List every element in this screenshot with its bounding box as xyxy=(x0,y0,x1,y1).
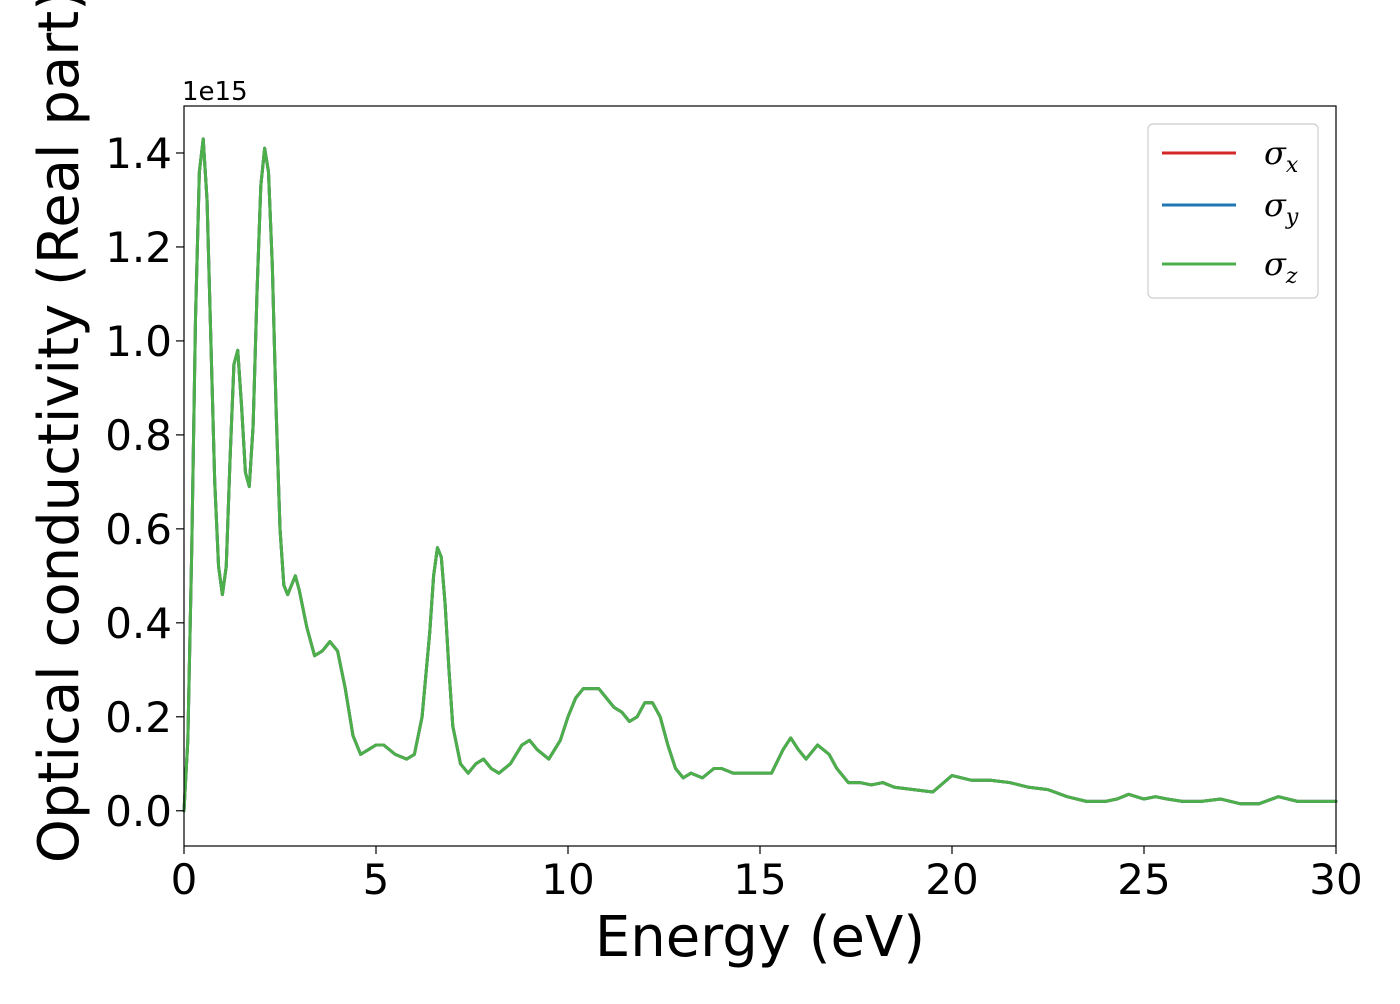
y-tick-label: 0.0 xyxy=(105,787,172,836)
y-tick-label: 1.2 xyxy=(105,223,172,272)
y-axis-title: Optical conductivity (Real part) xyxy=(27,0,92,863)
x-tick-label: 30 xyxy=(1309,855,1362,904)
x-tick-label: 10 xyxy=(541,855,594,904)
legend-symbol: σ xyxy=(1264,134,1287,172)
x-tick-label: 25 xyxy=(1117,855,1170,904)
legend-label: σy xyxy=(1264,186,1299,230)
x-tick-label: 0 xyxy=(171,855,198,904)
y-axis-offset-label: 1e15 xyxy=(182,77,248,107)
legend-box xyxy=(1147,123,1319,299)
legend-subscript: z xyxy=(1285,264,1298,289)
y-tick-label: 0.2 xyxy=(105,693,172,742)
x-axis-title: Energy (eV) xyxy=(595,905,925,970)
y-tick-label: 1.4 xyxy=(105,129,172,178)
legend-label: σx xyxy=(1264,134,1299,178)
y-tick-label: 0.4 xyxy=(105,599,172,648)
legend-symbol: σ xyxy=(1264,186,1287,224)
x-axis-ticks: 0 5 10 15 20 25 30 xyxy=(171,846,1363,904)
series-line-2 xyxy=(182,137,1338,813)
legend-symbol: σ xyxy=(1264,245,1287,283)
legend-subscript: y xyxy=(1285,205,1299,230)
x-tick-label: 15 xyxy=(733,855,786,904)
y-tick-label: 0.8 xyxy=(105,411,172,460)
x-tick-label: 20 xyxy=(925,855,978,904)
plot-lines xyxy=(182,137,1338,813)
legend-label: σz xyxy=(1264,245,1298,289)
y-tick-label: 0.6 xyxy=(105,505,172,554)
y-axis-ticks: 0.0 0.2 0.4 0.6 0.8 1.0 1.2 1.4 xyxy=(105,129,184,836)
legend-subscript: x xyxy=(1286,153,1299,178)
x-tick-label: 5 xyxy=(363,855,390,904)
y-tick-label: 1.0 xyxy=(105,317,172,366)
